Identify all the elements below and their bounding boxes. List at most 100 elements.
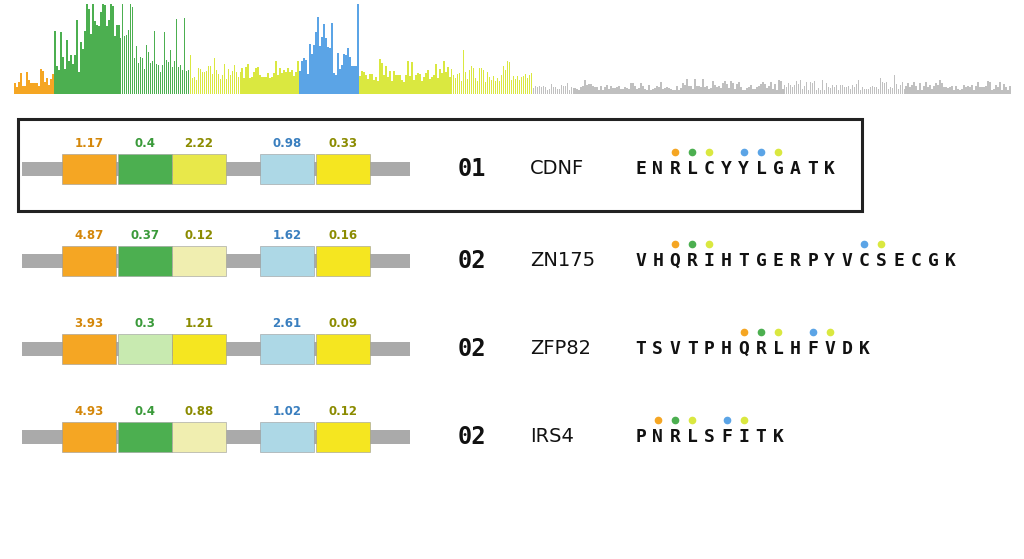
Bar [858,80,859,94]
Bar [785,87,787,94]
Bar [27,72,28,94]
Bar [439,69,440,94]
Text: 2.61: 2.61 [272,317,301,330]
Bar [397,75,398,94]
Bar [166,60,167,94]
Bar [667,87,668,94]
Bar [260,334,314,364]
Bar [355,66,356,94]
Bar [682,83,684,94]
Bar [389,71,391,94]
Bar [244,78,245,94]
Bar [922,89,923,94]
Bar [736,84,737,94]
Bar [136,46,137,94]
Bar [865,89,867,94]
Bar [983,87,985,94]
Text: 2.22: 2.22 [184,137,213,150]
Bar [473,68,474,94]
Bar [676,86,678,94]
Bar [574,88,577,94]
Bar [766,88,768,94]
Bar [479,68,480,94]
Bar [100,12,101,94]
Bar [732,83,733,94]
Bar [705,87,706,94]
Bar [515,79,516,94]
Bar [579,89,581,94]
Bar [143,69,145,94]
Text: 0.4: 0.4 [134,137,156,150]
Bar [752,89,754,94]
Bar [690,86,692,94]
Bar [240,72,241,94]
Bar [890,87,891,94]
Bar [333,73,335,94]
Bar [22,430,410,444]
Text: 0.88: 0.88 [184,405,214,418]
Bar [616,87,618,94]
Bar [884,83,885,94]
Bar [792,87,794,94]
Bar [850,89,851,94]
Bar [242,68,243,94]
Bar [98,26,99,94]
Bar [656,86,657,94]
Bar [570,87,572,94]
Text: F: F [721,428,732,446]
Bar [859,90,861,94]
Bar [103,6,105,94]
Bar [941,83,943,94]
Text: ZFP82: ZFP82 [530,339,591,358]
Bar [324,25,325,94]
Bar [345,55,347,94]
Bar [132,7,133,94]
Bar [568,90,570,94]
Bar [894,74,895,94]
Text: T: T [687,340,697,358]
Text: 01: 01 [458,157,486,181]
Bar [551,84,552,94]
Bar [118,334,172,364]
Bar [307,74,309,94]
Bar [313,45,315,94]
Bar [443,61,444,94]
Bar [823,89,825,94]
Bar [282,73,283,94]
Bar [957,89,958,94]
Bar [820,90,821,94]
Bar [924,86,925,94]
Bar [888,89,889,94]
Bar [700,87,701,94]
Bar [66,40,68,94]
Bar [886,82,887,94]
Text: 0.4: 0.4 [134,405,156,418]
Bar [798,84,800,94]
Bar [18,119,862,211]
Bar [415,75,417,94]
Bar [54,31,55,94]
Bar [200,69,202,94]
Bar [770,82,771,94]
Text: P: P [635,428,646,446]
Bar [634,87,636,94]
Bar [353,66,354,94]
Bar [88,10,89,94]
Bar [191,78,194,94]
Bar [68,61,70,94]
Text: 02: 02 [458,425,486,449]
Bar [425,73,427,94]
Bar [501,75,503,94]
Bar [818,88,819,94]
Bar [528,75,530,94]
Bar [585,79,586,94]
Bar [259,75,261,94]
Bar [411,61,413,94]
Bar [598,90,600,94]
Text: V: V [842,252,852,270]
Bar [179,65,181,94]
Bar [762,82,764,94]
Bar [118,25,120,94]
Bar [595,87,596,94]
Bar [357,4,358,94]
